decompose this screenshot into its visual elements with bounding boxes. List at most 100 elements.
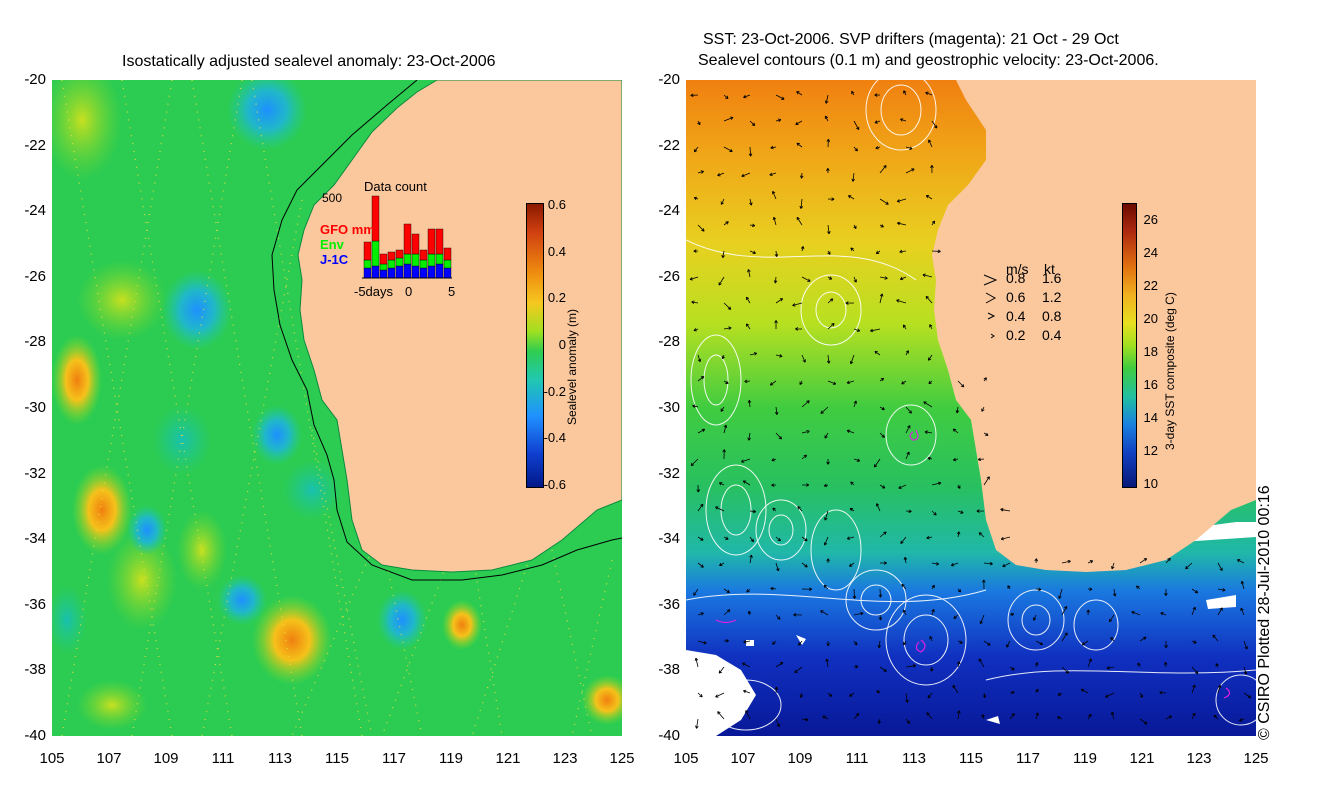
inset-xlabel-end: 5	[448, 284, 455, 299]
legend-row4-kt: 0.4	[1042, 327, 1062, 343]
velocity-arrow	[905, 425, 911, 434]
velocity-arrow	[799, 380, 803, 385]
velocity-arrow	[982, 579, 986, 590]
velocity-arrow	[747, 269, 751, 278]
velocity-arrow	[697, 503, 704, 512]
velocity-arrow	[905, 406, 912, 414]
velocity-arrow	[824, 432, 829, 439]
velocity-arrow	[978, 532, 985, 538]
velocity-arrow	[905, 664, 917, 668]
velocity-arrow	[745, 710, 751, 720]
inset-bar-segment	[443, 267, 452, 279]
velocity-arrow	[955, 406, 960, 414]
inset-bar-segment	[427, 253, 436, 267]
velocity-arrow	[1213, 714, 1219, 720]
y-tick-label: -40	[658, 727, 680, 744]
velocity-arrow	[723, 380, 729, 384]
velocity-arrow	[850, 481, 855, 486]
inset-bar-segment	[411, 233, 420, 255]
velocity-arrow	[826, 168, 830, 174]
velocity-arrow	[849, 562, 855, 567]
inset-bar-segment	[395, 257, 404, 267]
velocity-arrow	[1035, 640, 1044, 646]
velocity-arrow	[899, 118, 907, 122]
velocity-arrow	[849, 507, 855, 512]
velocity-arrow	[797, 506, 803, 512]
velocity-arrow	[957, 380, 965, 388]
velocity-arrow	[696, 484, 701, 493]
colorbar-tick-label: -0.2	[543, 383, 566, 399]
velocity-arrow	[693, 196, 699, 201]
inset-bar-segment	[427, 228, 436, 255]
velocity-arrow	[853, 611, 864, 616]
colorbar-tick-label: -0.4	[543, 430, 566, 446]
velocity-arrow	[929, 636, 933, 642]
legend-gfo: GFO mm	[320, 222, 375, 237]
colorbar-tick-label: 10	[1143, 476, 1158, 491]
velocity-arrow	[1080, 688, 1089, 694]
velocity-arrow	[900, 536, 907, 544]
inset-bar-segment	[419, 249, 428, 261]
velocity-arrow	[876, 690, 881, 694]
velocity-arrow	[905, 350, 909, 356]
velocity-arrow	[1243, 640, 1248, 650]
velocity-arrow	[957, 710, 961, 720]
velocity-arrow	[826, 558, 830, 564]
velocity-arrow	[1191, 712, 1196, 720]
y-tick-label: -28	[658, 333, 680, 351]
x-tick-label: 117	[382, 750, 406, 767]
legend-row2-kt: 1.2	[1042, 289, 1062, 305]
velocity-arrow	[1240, 607, 1245, 616]
velocity-arrow	[801, 587, 813, 591]
velocity-arrow	[796, 91, 803, 96]
velocity-arrow	[749, 509, 757, 514]
y-tick-label: -22	[24, 136, 46, 154]
right-panel-title-line2: Sealevel contours (0.1 m) and geostrophi…	[698, 52, 1159, 69]
velocity-arrow	[1034, 558, 1038, 564]
velocity-arrow	[1217, 684, 1222, 694]
velocity-arrow	[983, 377, 987, 382]
velocity-arrow	[931, 608, 935, 616]
velocity-arrow	[769, 380, 777, 386]
velocity-arrow	[749, 120, 756, 126]
velocity-arrow	[901, 380, 907, 385]
velocity-arrow	[743, 640, 751, 644]
velocity-arrow	[723, 536, 729, 540]
velocity-arrow	[824, 94, 829, 104]
velocity-arrow	[957, 510, 964, 514]
x-tick-label: 125	[609, 750, 635, 767]
inset-bars	[363, 195, 452, 279]
colorbar-tick-label: 0.4	[547, 243, 566, 259]
velocity-arrow	[826, 640, 830, 647]
velocity-arrow	[950, 562, 959, 567]
velocity-arrow	[799, 172, 804, 179]
legend-row4-ms: 0.2	[1006, 327, 1026, 343]
velocity-arrow	[845, 301, 855, 305]
velocity-arrow	[741, 172, 751, 178]
velocity-arrow	[879, 224, 884, 228]
velocity-arrow	[801, 276, 811, 282]
velocity-arrow	[879, 484, 886, 489]
velocity-arrow	[824, 115, 829, 122]
velocity-arrow	[692, 404, 699, 408]
velocity-arrow	[775, 614, 781, 620]
velocity-arrow	[794, 666, 803, 673]
legend-row1-kt: 1.6	[1042, 270, 1062, 286]
colorbar-tick-label: 16	[1143, 377, 1158, 392]
velocity-arrow	[1061, 666, 1070, 674]
velocity-arrow	[931, 510, 937, 516]
sealevel-colorbar	[526, 203, 544, 488]
velocity-arrow	[820, 406, 829, 414]
inset-ymax-label: 500	[322, 191, 342, 205]
velocity-arrow	[1061, 632, 1068, 642]
legend-row2-ms: 0.6	[1006, 289, 1026, 305]
velocity-arrow	[926, 712, 933, 720]
velocity-arrow	[801, 562, 808, 568]
legend-row1-ms: 0.8	[1006, 270, 1026, 286]
velocity-arrow	[929, 324, 933, 330]
velocity-arrow	[826, 138, 831, 148]
velocity-arrow	[927, 354, 933, 361]
x-tick-label: 115	[959, 750, 983, 767]
velocity-arrow	[744, 379, 751, 384]
velocity-arrow	[1217, 588, 1226, 592]
